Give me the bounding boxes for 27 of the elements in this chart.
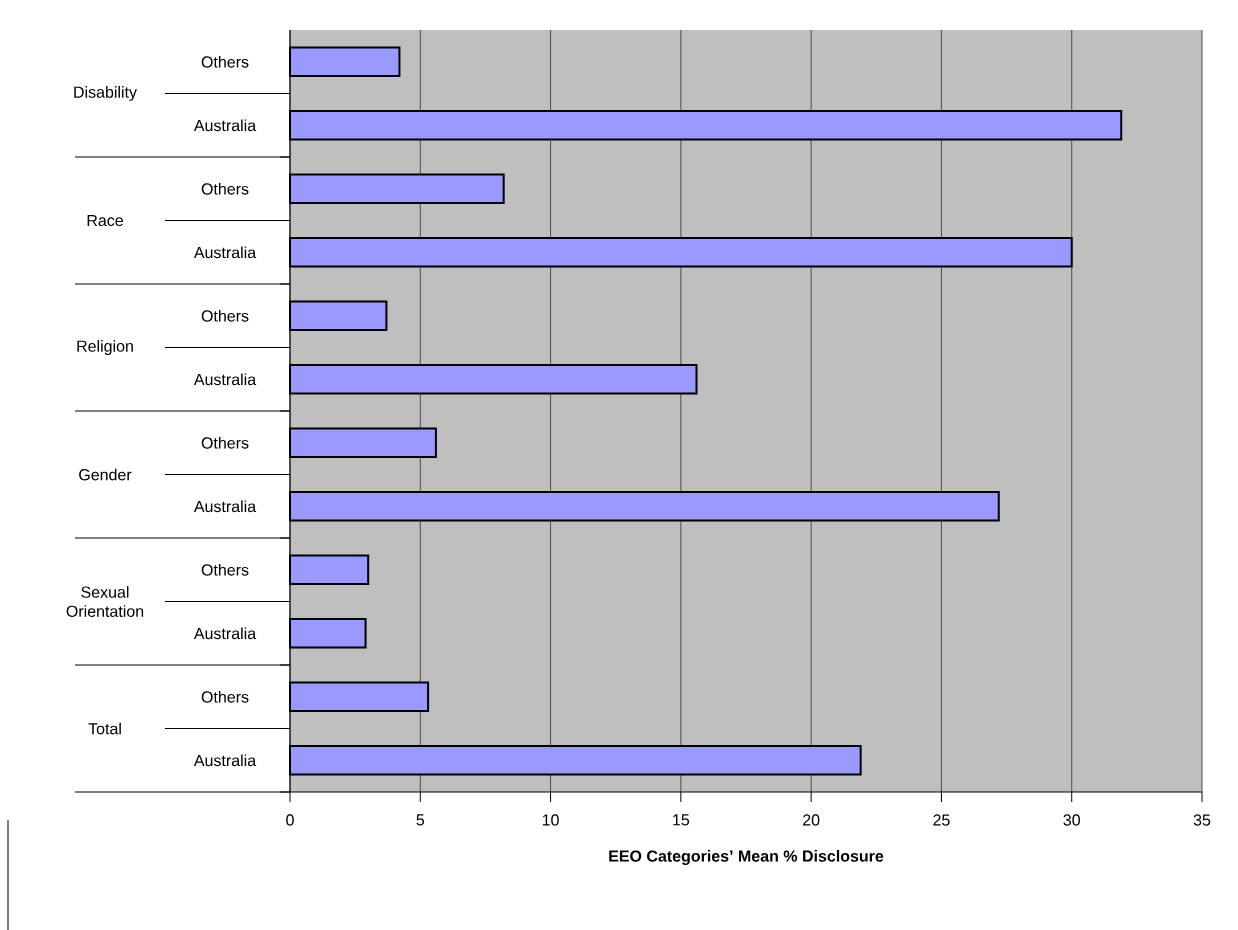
y-tick-label: Others — [201, 309, 249, 322]
y-tick-label: Others — [201, 182, 249, 195]
y-tick-label: Others — [201, 563, 249, 576]
text: Race — [87, 214, 123, 227]
text: Religion — [77, 340, 133, 355]
text: Sexual Orientation — [66, 586, 144, 617]
x-tick-label: 15 — [673, 814, 690, 826]
y-tick-label: Australia — [193, 500, 257, 513]
text: Gender — [79, 468, 132, 481]
y-tick-label: Australia — [193, 119, 257, 132]
x-tick-label: 30 — [1063, 814, 1080, 826]
text: Total — [88, 722, 121, 735]
y-tick-label: Others — [201, 55, 249, 68]
y-tick-label: Australia — [193, 627, 257, 640]
text: Disability — [74, 86, 137, 101]
x-tick-label: 5 — [416, 814, 425, 826]
x-tick-label: 0 — [286, 814, 294, 826]
y-tick-label: Others — [201, 690, 249, 703]
y-tick-label: Others — [201, 436, 249, 449]
x-tick-label: 35 — [1193, 814, 1211, 826]
x-tick-label: 10 — [542, 814, 559, 826]
y-tick-label: Australia — [193, 246, 257, 259]
y-tick-label: Australia — [193, 373, 257, 386]
x-axis-title: EEO Categories’ Mean % Disclosure — [609, 850, 884, 865]
y-tick-label: Australia — [193, 754, 257, 767]
x-tick-label: 25 — [933, 814, 950, 826]
x-tick-label: 20 — [803, 814, 820, 826]
